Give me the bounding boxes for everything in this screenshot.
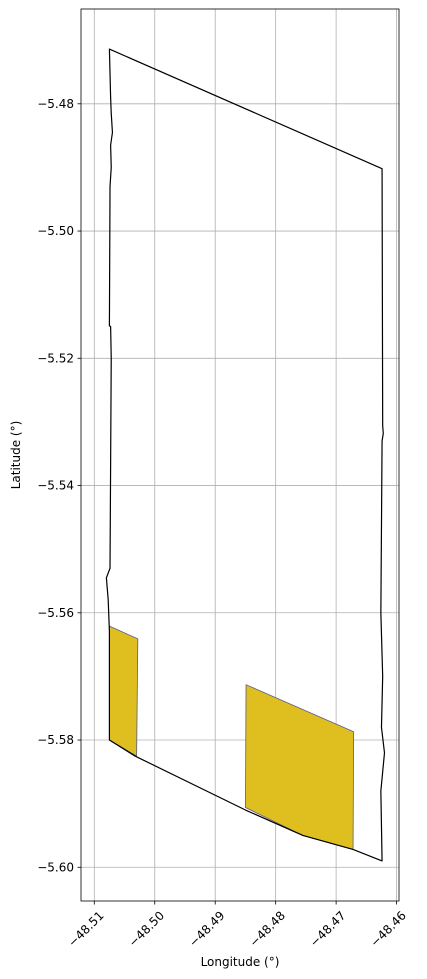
x-axis-label: Longitude (°)	[201, 955, 280, 969]
plot-frame	[80, 8, 400, 902]
y-tick-label: −5.60	[37, 860, 74, 874]
map-features	[105, 48, 386, 862]
y-tick-label: −5.58	[37, 733, 74, 747]
y-tick-label: −5.50	[37, 224, 74, 238]
y-tick-label: −5.54	[37, 479, 74, 493]
y-tick-label: −5.52	[37, 351, 74, 365]
gridlines	[81, 9, 399, 901]
feature-polygon-1	[109, 625, 139, 757]
y-tick-label: −5.56	[37, 606, 74, 620]
y-axis-label: Latitude (°)	[9, 421, 23, 490]
boundary-outline	[105, 48, 386, 862]
y-tick-label: −5.48	[37, 97, 74, 111]
